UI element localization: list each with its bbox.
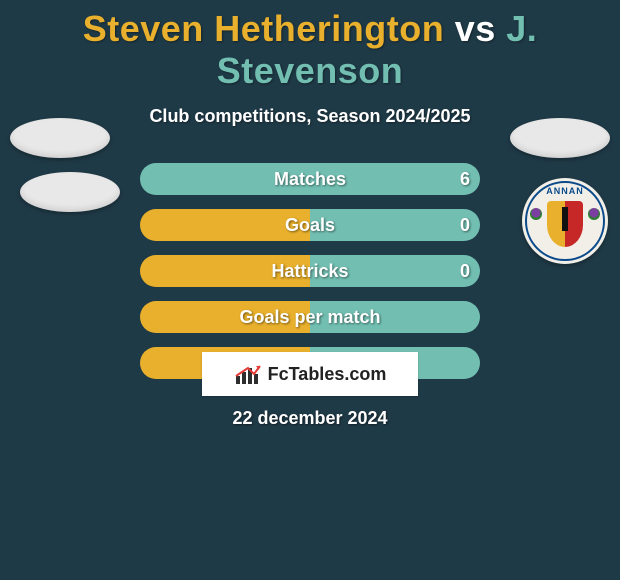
page-title: Steven Hetherington vs J. Stevenson: [0, 0, 620, 92]
stat-value-right: 6: [460, 163, 470, 195]
stat-label: Matches: [140, 163, 480, 195]
comparison-card: Steven Hetherington vs J. Stevenson Club…: [0, 0, 620, 580]
date-text: 22 december 2024: [0, 408, 620, 429]
stat-row: Goals0: [0, 203, 620, 249]
player1-avatar-1: [10, 118, 110, 158]
stat-label: Goals per match: [140, 301, 480, 333]
fctables-icon: [234, 362, 262, 386]
stat-value-right: 0: [460, 209, 470, 241]
stat-value-right: 0: [460, 255, 470, 287]
stat-label: Goals: [140, 209, 480, 241]
stat-label: Hattricks: [140, 255, 480, 287]
source-logo: FcTables.com: [202, 352, 418, 396]
stat-row: Hattricks0: [0, 249, 620, 295]
title-separator: vs: [444, 8, 506, 49]
stat-row: Matches6: [0, 157, 620, 203]
source-logo-text: FcTables.com: [268, 364, 387, 385]
stat-row: Goals per match: [0, 295, 620, 341]
player2-avatar-1: [510, 118, 610, 158]
title-player1: Steven Hetherington: [83, 8, 445, 49]
